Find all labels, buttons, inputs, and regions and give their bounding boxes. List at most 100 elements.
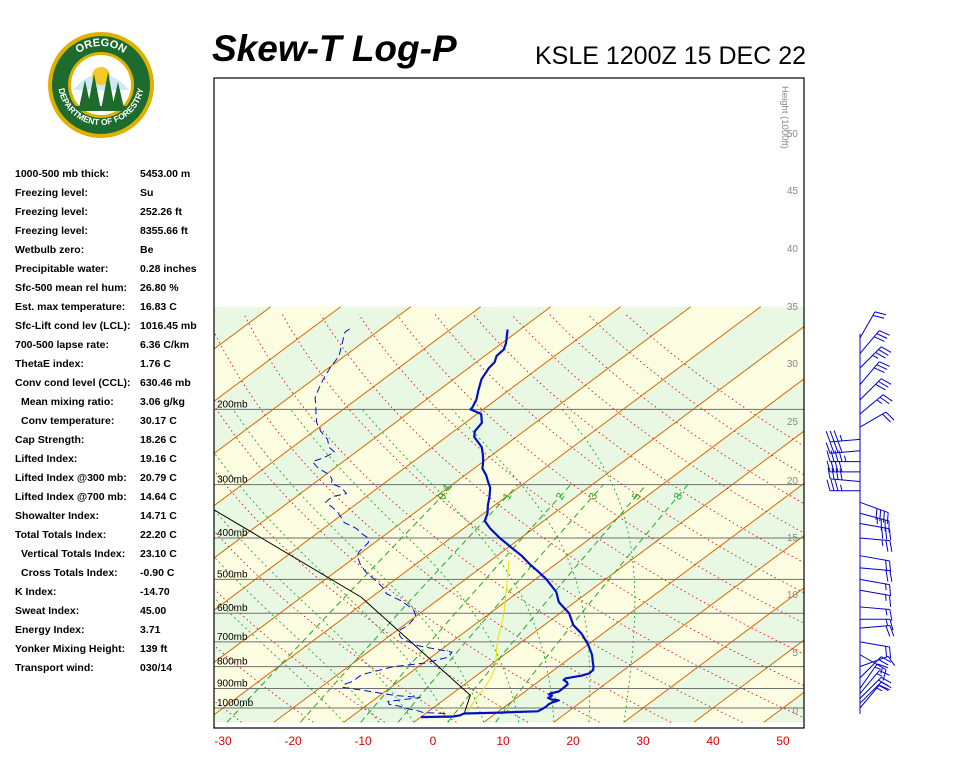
index-value: 23.10 C: [140, 548, 177, 560]
wind-barb: [859, 663, 889, 689]
isotherm-line: [214, 306, 342, 402]
index-value: 630.46 mb: [140, 377, 191, 389]
isotherm-band: [0, 307, 201, 723]
index-label: Sweat Index:: [15, 605, 80, 617]
index-value: 1.76 C: [140, 358, 171, 370]
isotherm-line: [0, 307, 201, 723]
dry-adiabat: [214, 469, 529, 723]
wind-barb: [826, 460, 860, 473]
dry-adiabat: [396, 314, 804, 624]
wind-barb: [826, 479, 860, 492]
virtual-temperature-line: [465, 559, 510, 714]
plot-frame: [213, 77, 805, 729]
stability-indices-list: 1000-500 mb thick: 5453.00 m Freezing leve…: [15, 168, 215, 681]
x-tick-label: 0: [430, 734, 437, 748]
x-tick-label: 30: [636, 734, 650, 748]
index-label: Freezing level:: [15, 187, 88, 199]
pressure-label: 400mb: [217, 528, 248, 539]
index-label: Sfc-Lift cond lev (LCL):: [15, 320, 131, 332]
x-tick-label: 50: [776, 734, 790, 748]
index-value: 0.28 inches: [140, 263, 197, 275]
moist-adiabat: [214, 508, 415, 723]
moist-adiabat: [290, 409, 520, 723]
isotherm-line: [214, 306, 762, 716]
index-label: Transport wind:: [15, 662, 94, 674]
x-tick-label: 20: [566, 734, 580, 748]
index-row: Conv cond level (CCL): 630.46 mb: [15, 377, 215, 396]
isotherm-line: [214, 306, 552, 559]
index-row: Energy Index: 3.71: [15, 624, 215, 643]
isotherm-line: [214, 306, 622, 611]
height-tick-label: 5: [792, 648, 798, 659]
moist-adiabat: [214, 451, 450, 723]
index-value: 252.26 ft: [140, 206, 183, 218]
index-row: Lifted Index: 19.16 C: [15, 453, 215, 472]
wind-barb: [859, 624, 895, 637]
index-row: Sfc-500 mean rel hum: 26.80 %: [15, 282, 215, 301]
height-tick-label: 25: [787, 417, 799, 428]
isotherm-line: [0, 307, 131, 723]
index-value: 5453.00 m: [140, 168, 191, 180]
moist-adiabat: [214, 596, 345, 723]
height-tick-label: 35: [787, 302, 799, 313]
index-label: Precipitable water:: [15, 263, 109, 275]
pressure-label: 1000mb: [217, 698, 254, 709]
x-tick-label: 10: [496, 734, 510, 748]
isotherm-line: [343, 378, 804, 723]
mixing-ratio-line: [447, 484, 647, 723]
index-label: Showalter Index:: [15, 510, 100, 522]
isotherm-line: [214, 306, 482, 507]
index-value: 030/14: [140, 662, 173, 674]
index-label: Conv temperature:: [21, 415, 115, 427]
wind-barb: [859, 589, 892, 607]
index-label: Lifted Index @700 mb:: [15, 491, 127, 503]
index-label: ThetaE index:: [15, 358, 84, 370]
wind-barb: [859, 676, 892, 699]
index-label: Lifted Index @300 mb:: [15, 472, 127, 484]
x-tick-label: 40: [706, 734, 720, 748]
height-tick-label: 15: [787, 533, 799, 544]
pressure-label: 900mb: [217, 678, 248, 689]
isotherm-line: [273, 326, 804, 723]
moist-adiabat: [232, 409, 485, 723]
index-value: 6.36 C/km: [140, 339, 190, 351]
wind-barb: [859, 654, 887, 681]
index-label: Sfc-500 mean rel hum:: [15, 282, 128, 294]
wind-barb: [859, 311, 887, 339]
pressure-label: 800mb: [217, 657, 248, 668]
index-label: Yonker Mixing Height:: [15, 643, 126, 655]
height-tick-label: 20: [787, 476, 799, 487]
index-label: Est. max temperature:: [15, 301, 126, 313]
index-value: Su: [140, 187, 154, 199]
pressure-label: 700mb: [217, 632, 248, 643]
wind-barb: [825, 441, 861, 454]
pressure-label: 600mb: [217, 603, 248, 614]
index-value: 45.00: [140, 605, 167, 617]
wind-barb: [859, 523, 892, 541]
height-tick-label: 45: [787, 186, 799, 197]
chart-subtitle: KSLE 1200Z 15 DEC 22: [535, 42, 806, 70]
mixing-ratio-line: [495, 484, 689, 723]
wind-barb: [827, 467, 861, 483]
height-tick-label: 50: [787, 129, 799, 140]
wind-barb: [860, 618, 894, 631]
index-value: 16.83 C: [140, 301, 177, 313]
index-label: Conv cond level (CCL):: [15, 377, 131, 389]
pressure-label: 500mb: [217, 569, 248, 580]
index-value: 26.80 %: [140, 282, 179, 294]
moist-adiabat: [214, 556, 380, 723]
index-value: 18.26 C: [140, 434, 177, 446]
wind-barb: [859, 567, 893, 582]
index-row: Est. max temperature: 16.83 C: [15, 301, 215, 320]
isotherm-line: [693, 639, 804, 723]
index-row: 700-500 lapse rate: 6.36 C/km: [15, 339, 215, 358]
index-row: Cross Totals Index: -0.90 C: [15, 567, 215, 586]
index-row: Transport wind: 030/14: [15, 662, 215, 681]
index-label: Cap Strength:: [15, 434, 85, 446]
wind-barb: [859, 537, 893, 552]
index-row: Yonker Mixing Height: 139 ft: [15, 643, 215, 662]
mixing-ratio-label: 5: [630, 491, 643, 502]
index-label: 700-500 lapse rate:: [15, 339, 109, 351]
index-row: ThetaE index: 1.76 C: [15, 358, 215, 377]
index-row: Lifted Index @300 mb: 20.79 C: [15, 472, 215, 491]
